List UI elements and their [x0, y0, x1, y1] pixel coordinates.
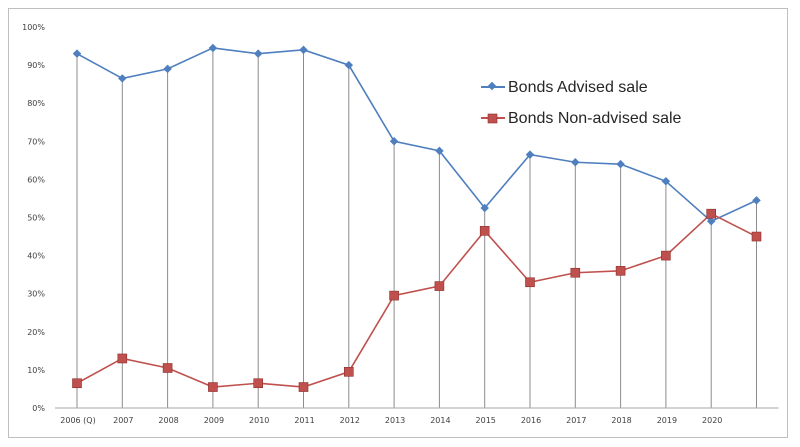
non-advised-point: [434, 281, 445, 291]
x-axis-ticks: 2006 (Q) 2007 2008 2009 2010 2011 2012 2013 2014…: [60, 416, 722, 425]
non-advised-point: [298, 382, 309, 392]
advised-point: [118, 74, 127, 83]
x-tick-label: 2019: [657, 416, 677, 425]
non-advised-point: [253, 378, 263, 389]
non-advised-point: [343, 367, 354, 377]
x-tick-label: 2012: [340, 416, 360, 425]
advised-point: [435, 146, 444, 156]
x-tick-label: 2009: [204, 416, 224, 425]
x-tick-label: 2008: [158, 416, 178, 425]
non-advised-point: [162, 363, 173, 373]
y-tick-label: 70%: [27, 137, 45, 146]
x-tick-label: 2015: [476, 416, 496, 425]
advised-point: [344, 60, 354, 70]
legend: Bonds Advised sale Bonds Non-advised sal…: [481, 79, 682, 127]
x-tick-label: 2007: [113, 416, 133, 425]
series-line-1: [76, 212, 757, 388]
non-advised-point: [208, 382, 218, 392]
advised-point: [253, 49, 263, 58]
advised-point: [72, 49, 82, 58]
non-advised-point: [525, 277, 535, 288]
advised-point: [389, 137, 399, 146]
x-tick-label: 2013: [385, 416, 405, 425]
advised-point: [299, 45, 308, 55]
non-advised-point: [479, 226, 490, 236]
advised-point: [208, 43, 218, 53]
x-tick-label: 2020: [702, 416, 722, 425]
legend-item-non-advised: Bonds Non-advised sale: [481, 110, 682, 127]
x-tick-label: 2011: [294, 416, 314, 425]
non-advised-point: [389, 290, 399, 301]
y-tick-label: 30%: [27, 290, 45, 299]
x-tick-label: 2010: [249, 416, 269, 425]
y-tick-label: 90%: [27, 61, 45, 70]
non-advised-point: [751, 231, 762, 242]
y-tick-label: 40%: [27, 252, 45, 261]
legend-non-advised-marker: [487, 113, 498, 124]
y-tick-label: 20%: [27, 328, 45, 337]
advised-point: [616, 159, 625, 169]
advised-point: [480, 203, 489, 213]
y-tick-label: 60%: [27, 175, 45, 184]
non-advised-point: [117, 353, 128, 364]
non-advised-point: [570, 267, 581, 278]
advised-point: [163, 64, 172, 74]
legend-advised-marker: [487, 81, 497, 91]
y-tick-label: 0%: [32, 404, 45, 413]
x-tick-label: 2017: [566, 416, 586, 425]
series-line-0: [76, 47, 757, 223]
x-tick-label: 2016: [521, 416, 541, 425]
x-tick-label: 2018: [611, 416, 631, 425]
x-tick-label: 2006 (Q): [60, 416, 95, 425]
chart-frame: [8, 8, 788, 438]
legend-advised-label: Bonds Advised sale: [508, 79, 648, 96]
y-axis-ticks: 0% 10% 20% 30% 40% 50% 60% 70% 80% 90% 100%: [22, 23, 45, 413]
gridlines: [76, 47, 757, 408]
y-tick-label: 10%: [27, 366, 45, 375]
advised-point: [752, 196, 761, 205]
legend-non-advised-label: Bonds Non-advised sale: [508, 110, 682, 127]
y-tick-label: 50%: [27, 214, 45, 223]
x-tick-label: 2014: [430, 416, 450, 425]
series-markers: [72, 43, 762, 392]
non-advised-point: [615, 266, 626, 276]
legend-item-advised: Bonds Advised sale: [481, 79, 648, 96]
y-tick-label: 100%: [22, 23, 45, 32]
advised-point: [571, 158, 580, 167]
non-advised-point: [706, 208, 717, 219]
y-tick-label: 80%: [27, 99, 45, 108]
non-advised-point: [72, 378, 82, 389]
series-lines: [76, 47, 757, 388]
non-advised-point: [661, 250, 671, 261]
